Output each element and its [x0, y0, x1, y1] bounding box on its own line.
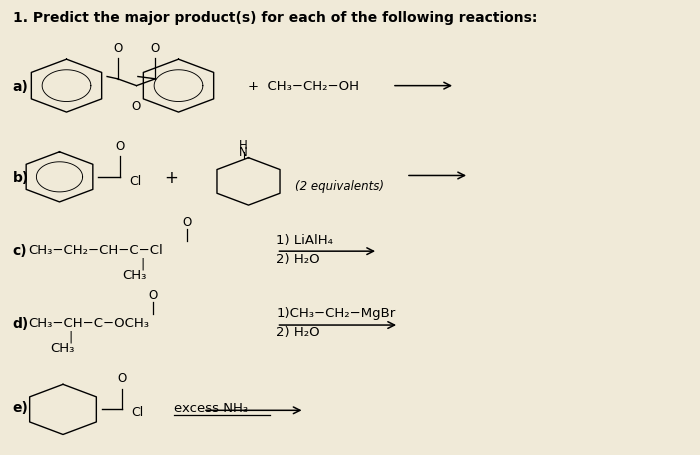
Text: O: O	[150, 41, 160, 55]
Text: b): b)	[13, 171, 29, 184]
Text: N: N	[239, 145, 248, 158]
Text: O: O	[113, 41, 122, 55]
Text: (2 equivalents): (2 equivalents)	[295, 179, 384, 192]
Text: +: +	[164, 168, 178, 187]
Text: 2) H₂O: 2) H₂O	[276, 326, 320, 339]
Text: O: O	[132, 100, 141, 113]
Text: +  CH₃−CH₂−OH: + CH₃−CH₂−OH	[248, 80, 360, 93]
Text: 2) H₂O: 2) H₂O	[276, 253, 320, 266]
Text: O: O	[118, 371, 127, 384]
Text: H: H	[239, 138, 248, 152]
Text: CH₃−CH−C−OCH₃: CH₃−CH−C−OCH₃	[28, 317, 149, 329]
Text: O: O	[116, 139, 125, 152]
Text: excess NH₃: excess NH₃	[174, 401, 248, 414]
Text: |: |	[69, 329, 73, 342]
Text: e): e)	[13, 400, 29, 414]
Text: O: O	[182, 215, 192, 228]
Text: CH₃: CH₃	[122, 269, 146, 282]
Text: CH₃: CH₃	[50, 342, 74, 354]
Text: O: O	[148, 288, 158, 301]
Text: CH₃−CH₂−CH−C−Cl: CH₃−CH₂−CH−C−Cl	[28, 244, 162, 257]
Text: |: |	[141, 257, 145, 269]
Text: d): d)	[13, 316, 29, 330]
Text: a): a)	[13, 80, 29, 93]
Text: 1. Predict the major product(s) for each of the following reactions:: 1. Predict the major product(s) for each…	[13, 11, 537, 25]
Text: 1)CH₃−CH₂−MgBr: 1)CH₃−CH₂−MgBr	[276, 307, 395, 319]
Text: c): c)	[13, 243, 27, 257]
Text: Cl: Cl	[131, 405, 144, 418]
Text: 1) LiAlH₄: 1) LiAlH₄	[276, 234, 333, 247]
Text: Cl: Cl	[129, 175, 141, 187]
